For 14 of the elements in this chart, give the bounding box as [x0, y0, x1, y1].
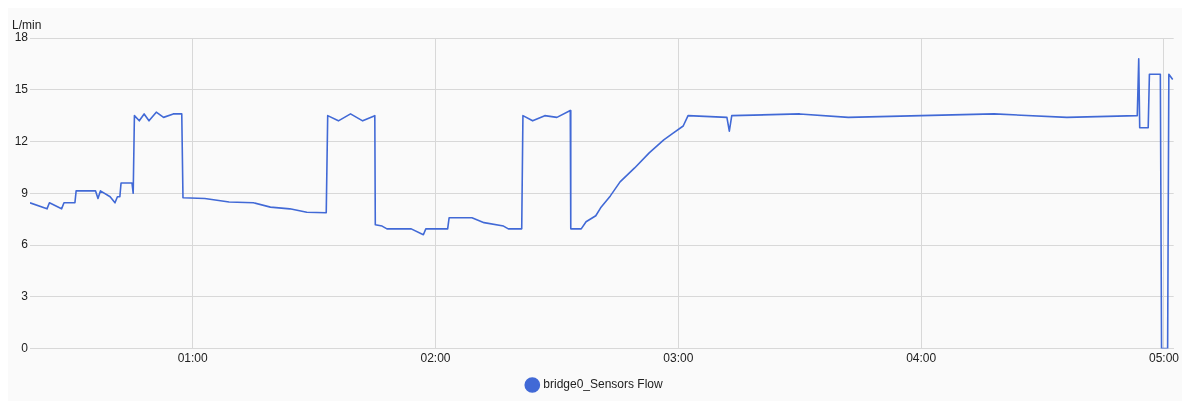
y-tick-label: 0 — [21, 340, 29, 355]
y-tick-label: 15 — [14, 82, 29, 97]
y-tick-label: 12 — [14, 133, 29, 148]
y-tick-label: 3 — [21, 289, 29, 304]
y-tick-label: 6 — [21, 237, 29, 252]
y-tick-label: 9 — [21, 185, 29, 200]
y-axis-title: L/min — [12, 18, 42, 33]
legend-label: bridge0_Sensors Flow — [543, 377, 664, 392]
y-tick-label: 18 — [14, 30, 29, 45]
x-tick-label: 03:00 — [663, 351, 694, 366]
x-tick-label: 02:00 — [420, 351, 451, 366]
x-tick-label: 04:00 — [906, 351, 937, 366]
x-tick-label: 01:00 — [177, 351, 209, 366]
x-tick-label: 05:00 — [1148, 351, 1180, 366]
